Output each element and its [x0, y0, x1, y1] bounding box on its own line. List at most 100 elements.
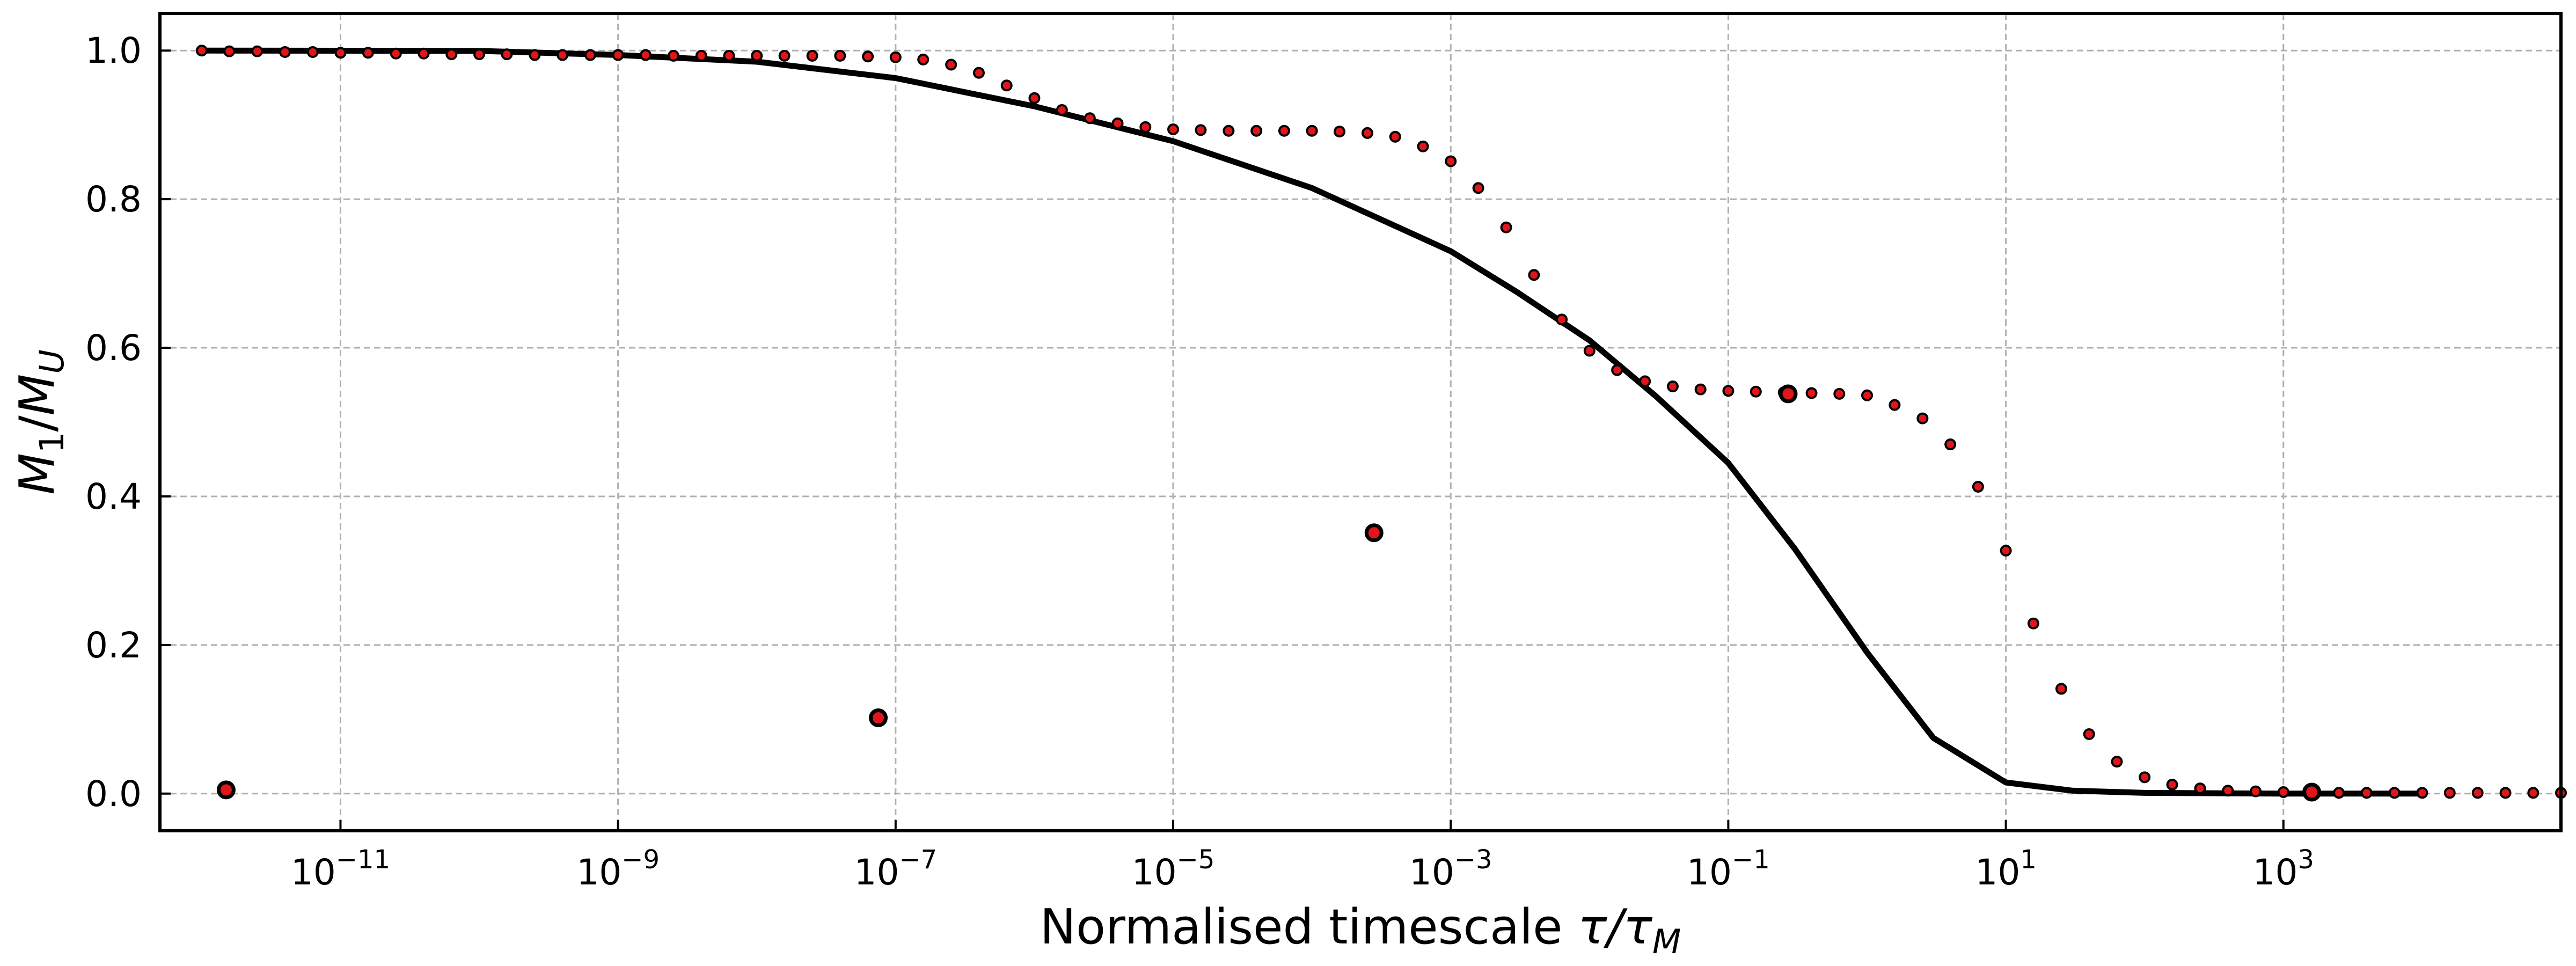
- data-point: [778, 49, 791, 62]
- data-point: [751, 49, 763, 62]
- x-tick-label: 10−11: [291, 845, 390, 893]
- data-point: [2250, 785, 2262, 797]
- data-point: [1694, 383, 1707, 396]
- data-point: [1666, 380, 1679, 393]
- data-point: [584, 49, 596, 61]
- data-point: [2416, 787, 2428, 799]
- frame-layer: [158, 12, 2563, 832]
- data-point: [2499, 787, 2512, 799]
- data-point: [2194, 782, 2206, 795]
- data-point: [1611, 364, 1623, 376]
- dots-layer: [195, 45, 2567, 802]
- data-point: [667, 49, 679, 62]
- data-point: [195, 45, 208, 57]
- data-point: [473, 48, 486, 61]
- plot-frame: [158, 12, 2563, 832]
- x-tick-label: 10−3: [1409, 845, 1492, 893]
- data-point: [1000, 79, 1013, 92]
- data-point: [945, 58, 957, 71]
- data-point: [445, 48, 458, 61]
- x-axis-label: Normalised timescale τ/τM: [1040, 899, 1681, 961]
- data-point: [2055, 683, 2067, 695]
- data-point: [1333, 126, 1345, 138]
- highlight-point: [1364, 523, 1384, 543]
- data-point: [1278, 125, 1290, 137]
- data-point: [1583, 345, 1596, 357]
- data-point: [2277, 786, 2289, 799]
- data-point: [251, 45, 264, 57]
- data-point: [1223, 125, 1235, 137]
- data-point: [806, 49, 818, 62]
- data-point: [2111, 756, 2123, 768]
- data-point: [1361, 127, 1373, 139]
- data-point: [2139, 771, 2151, 784]
- data-point: [1084, 112, 1096, 125]
- ticks-layer: 10−11 10−9 10−7 10−5 10−3 10−1 101 103 0.0 0.2 0.4…: [85, 30, 2314, 893]
- x-tick-label: 10−7: [854, 845, 937, 893]
- data-point: [1167, 123, 1180, 135]
- data-point: [334, 47, 347, 59]
- data-point: [1389, 130, 1401, 143]
- x-tick-label: 103: [2253, 845, 2315, 893]
- data-point: [390, 47, 402, 60]
- data-point: [418, 47, 430, 60]
- labels-layer: Normalised timescale τ/τM M1/MU: [9, 349, 1681, 961]
- data-point: [1972, 480, 1984, 493]
- data-point: [612, 49, 624, 61]
- data-point: [223, 45, 236, 57]
- data-point: [1500, 221, 1512, 233]
- data-point: [1195, 124, 1207, 136]
- x-tick-label: 10−1: [1687, 845, 1770, 893]
- data-point: [1056, 104, 1068, 116]
- data-point: [1028, 92, 1041, 104]
- y-tick-label: 0.8: [85, 179, 142, 220]
- y-tick-label: 0.0: [85, 773, 142, 815]
- data-point: [834, 49, 846, 62]
- data-point: [557, 49, 569, 61]
- data-point: [695, 49, 707, 62]
- data-point: [1916, 412, 1929, 425]
- x-tick-label: 10−9: [576, 845, 660, 893]
- data-point: [723, 49, 735, 62]
- data-point: [1861, 389, 1874, 401]
- grid: [160, 13, 2561, 831]
- data-point: [640, 49, 652, 61]
- highlight-point: [2302, 782, 2322, 802]
- data-point: [2027, 617, 2039, 630]
- data-point: [1639, 375, 1651, 387]
- data-point: [2360, 787, 2373, 799]
- data-point: [1306, 125, 1318, 137]
- data-point: [1472, 182, 1484, 194]
- data-point: [2000, 545, 2012, 557]
- highlight-point: [216, 780, 236, 800]
- y-tick-label: 0.2: [85, 625, 142, 666]
- data-point: [1833, 387, 1846, 400]
- data-point: [1722, 385, 1735, 397]
- data-point: [2388, 787, 2401, 799]
- data-point: [917, 53, 930, 65]
- data-point: [279, 46, 291, 58]
- data-point: [972, 67, 985, 79]
- data-point: [1750, 385, 1762, 398]
- x-tick-label: 101: [1975, 845, 2037, 893]
- model-curve: [199, 47, 2425, 797]
- y-tick-label: 0.4: [85, 476, 142, 517]
- data-point: [362, 47, 374, 59]
- data-point: [889, 51, 902, 63]
- data-point: [501, 48, 513, 61]
- data-point: [529, 49, 541, 61]
- data-point: [2333, 787, 2345, 799]
- data-point: [2443, 787, 2456, 799]
- highlight-point: [1779, 384, 1798, 404]
- x-tick-label: 10−5: [1132, 845, 1215, 893]
- data-point: [2083, 728, 2095, 741]
- data-point: [862, 50, 874, 63]
- y-axis-label: M1/MU: [9, 349, 71, 494]
- data-point: [1250, 125, 1263, 137]
- data-point: [1556, 313, 1568, 326]
- highlight-point: [869, 708, 888, 728]
- data-point: [1445, 155, 1457, 167]
- curve-layer: [199, 47, 2425, 797]
- y-tick-label: 0.6: [85, 327, 142, 369]
